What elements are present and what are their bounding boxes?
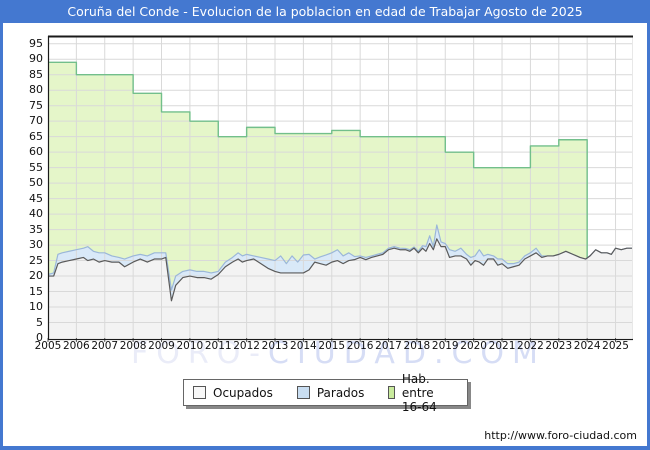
x-axis-tick-label: 2008 bbox=[119, 340, 147, 352]
y-axis-tick-label: 15 bbox=[29, 284, 43, 298]
x-axis-tick-label: 2017 bbox=[375, 340, 402, 352]
legend-label-ocupados: Ocupados bbox=[213, 385, 273, 400]
y-axis-tick-label: 70 bbox=[29, 114, 43, 128]
y-axis-tick-label: 60 bbox=[29, 145, 43, 159]
legend-item-parados: Parados bbox=[296, 385, 365, 400]
y-axis-tick-label: 30 bbox=[29, 238, 43, 252]
x-axis-tick-label: 2012 bbox=[233, 340, 260, 352]
site-url-link[interactable]: http://www.foro-ciudad.com bbox=[484, 429, 637, 442]
y-axis-tick-label: 55 bbox=[29, 160, 43, 174]
x-axis-tick-label: 2024 bbox=[573, 340, 601, 352]
x-axis-tick-label: 2020 bbox=[460, 340, 487, 352]
x-axis-tick-label: 2009 bbox=[148, 340, 175, 352]
y-axis-tick-label: 45 bbox=[29, 191, 43, 205]
legend-label-parados: Parados bbox=[316, 385, 365, 400]
legend-label-hab16-64: Hab. entre 16-64 bbox=[401, 371, 437, 414]
x-axis-tick-label: 2010 bbox=[176, 340, 204, 352]
y-axis-tick-label: 5 bbox=[36, 315, 43, 329]
legend-swatch-2 bbox=[388, 386, 395, 399]
y-axis-tick-label: 10 bbox=[29, 300, 43, 314]
x-axis-tick-label: 2014 bbox=[290, 340, 317, 352]
y-axis-tick-label: 95 bbox=[29, 36, 43, 50]
x-axis-tick-label: 2005 bbox=[34, 340, 62, 352]
frame-border-bottom bbox=[0, 446, 650, 450]
x-axis-tick-label: 2018 bbox=[403, 340, 431, 352]
x-axis-tick-label: 2019 bbox=[431, 340, 459, 352]
x-axis-tick-label: 2011 bbox=[204, 340, 232, 352]
y-axis-tick-label: 85 bbox=[29, 67, 43, 81]
chart-legend: Ocupados Parados Hab. entre 16-64 bbox=[183, 372, 468, 414]
x-axis-tick-label: 2007 bbox=[91, 340, 119, 352]
y-axis-tick-label: 65 bbox=[29, 129, 43, 143]
x-axis-tick-label: 2013 bbox=[261, 340, 289, 352]
watermark-text-left: FORO- bbox=[131, 336, 268, 371]
legend-item-hab16-64: Hab. entre 16-64 bbox=[388, 372, 443, 414]
title-bar: Coruña del Conde - Evolucion de la pobla… bbox=[0, 0, 650, 23]
frame-border-left bbox=[0, 23, 3, 450]
y-axis-tick-label: 20 bbox=[29, 269, 43, 283]
y-axis-tick-label: 80 bbox=[29, 83, 43, 97]
page-title: Coruña del Conde - Evolucion de la pobla… bbox=[67, 4, 583, 19]
legend-swatch-1 bbox=[296, 386, 310, 399]
y-axis-tick-label: 90 bbox=[29, 52, 43, 66]
x-axis-tick-label: 2021 bbox=[488, 340, 516, 352]
population-chart-plot bbox=[47, 35, 633, 342]
y-axis-tick-label: 35 bbox=[29, 222, 43, 236]
y-axis-tick-label: 50 bbox=[29, 176, 43, 190]
x-axis-tick-label: 2016 bbox=[346, 340, 374, 352]
x-axis-tick-label: 2015 bbox=[318, 340, 346, 352]
watermark-text-right: CIUDAD.COM bbox=[268, 336, 546, 371]
y-axis-tick-label: 0 bbox=[36, 331, 43, 344]
x-axis-tick-label: 2006 bbox=[63, 340, 90, 352]
frame-border-right bbox=[647, 23, 650, 450]
legend-item-ocupados: Ocupados bbox=[193, 386, 273, 400]
legend-swatch-0 bbox=[193, 386, 206, 399]
watermark: FORO-CIUDAD.COM bbox=[131, 336, 591, 371]
y-axis-tick-label: 25 bbox=[29, 253, 43, 267]
y-axis-tick-label: 75 bbox=[29, 98, 43, 112]
x-axis-tick-label: 2023 bbox=[545, 340, 573, 352]
x-axis-tick-label: 2022 bbox=[517, 340, 544, 352]
y-axis-tick-label: 40 bbox=[29, 207, 43, 221]
x-axis-tick-label: 2025 bbox=[602, 340, 629, 352]
